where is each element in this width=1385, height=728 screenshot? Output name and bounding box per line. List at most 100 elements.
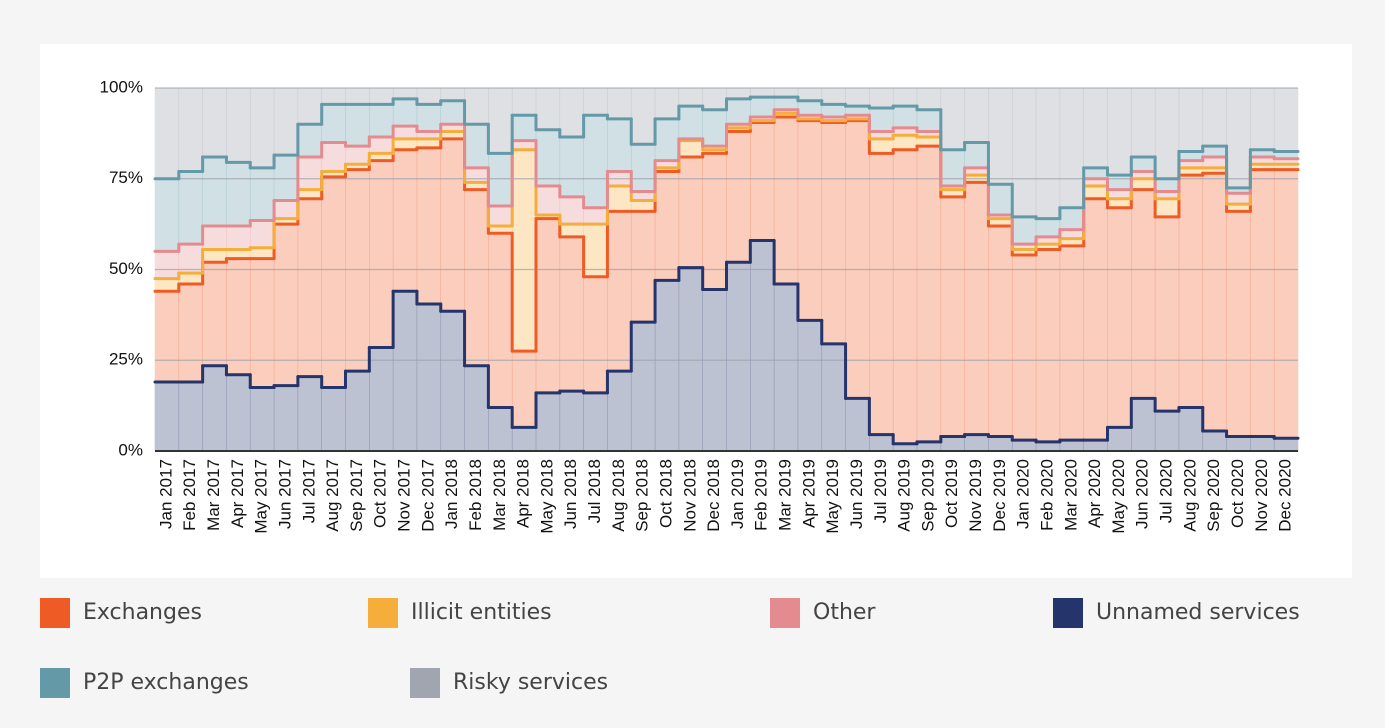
area-step (1178, 407, 1204, 451)
area-step (464, 182, 489, 190)
area-step (1154, 411, 1180, 451)
area-step (345, 164, 370, 170)
area-step (369, 153, 394, 161)
area-step (797, 320, 823, 451)
area-step (702, 146, 727, 150)
area-step (702, 289, 727, 451)
area-step (440, 138, 465, 312)
area-step (488, 88, 513, 154)
x-tick-label: Jul 2017 (299, 459, 318, 523)
area-step (964, 142, 989, 168)
area-step (297, 124, 322, 157)
area-step (702, 153, 727, 290)
x-tick-label: Apr 2019 (799, 459, 818, 528)
x-tick-label: Jan 2018 (442, 459, 461, 529)
area-step (535, 215, 561, 219)
area-step (1083, 186, 1108, 199)
legend-swatch (410, 668, 440, 698)
area-step (202, 225, 227, 250)
area-step (1011, 244, 1037, 250)
area-step (869, 131, 894, 139)
area-step (226, 249, 251, 259)
area-step (1107, 189, 1132, 199)
area-step (392, 149, 418, 292)
area-step (1154, 88, 1180, 179)
area-step (607, 211, 632, 372)
area-step (559, 236, 584, 392)
area-step (416, 88, 442, 105)
area-step (988, 218, 1013, 226)
legend-label: Unnamed services (1096, 600, 1300, 625)
area-step (1059, 245, 1084, 441)
area-step (559, 88, 584, 138)
area-step (750, 88, 775, 98)
area-step (321, 104, 346, 143)
area-step (892, 106, 918, 128)
area-step (154, 178, 180, 252)
y-tick-label: 50% (109, 259, 143, 278)
area-step (797, 100, 823, 116)
legend-label: Exchanges (83, 600, 202, 625)
x-tick-label: Jan 2019 (728, 459, 747, 529)
area-step (1107, 88, 1132, 176)
area-step (273, 88, 299, 156)
x-tick-label: Mar 2018 (490, 459, 509, 531)
area-step (940, 149, 965, 187)
area-step (511, 427, 537, 451)
area-step (916, 131, 942, 138)
area-step (249, 247, 275, 259)
area-step (1250, 88, 1275, 150)
x-tick-label: Oct 2020 (1228, 459, 1247, 528)
area-step (630, 322, 656, 451)
area-step (154, 278, 180, 292)
area-step (1250, 156, 1275, 165)
area-step (1059, 229, 1084, 239)
area-step (178, 284, 203, 383)
area-step (297, 156, 322, 190)
area-step (750, 97, 775, 118)
area-step (892, 149, 918, 444)
area-step (369, 347, 394, 451)
area-step (488, 153, 513, 206)
area-step (988, 436, 1013, 451)
area-step (726, 127, 751, 132)
area-step (154, 251, 180, 279)
area-step (940, 436, 965, 451)
x-tick-label: Mar 2019 (776, 459, 795, 531)
x-tick-label: Dec 2018 (704, 459, 723, 532)
area-step (1131, 178, 1156, 190)
area-step (916, 137, 942, 147)
area-step (392, 138, 418, 150)
area-step (845, 398, 870, 451)
x-tick-label: Nov 2019 (966, 459, 985, 532)
area-step (892, 135, 918, 150)
area-step (1250, 149, 1275, 157)
area-step (1107, 427, 1132, 451)
area-step (464, 88, 489, 125)
area-step (726, 131, 751, 263)
area-step (630, 200, 656, 212)
area-step (1202, 167, 1227, 174)
area-step (1154, 178, 1180, 192)
area-step (1107, 198, 1132, 208)
x-tick-label: Mar 2020 (1061, 459, 1080, 531)
area-step (273, 224, 299, 386)
area-step (511, 351, 537, 428)
area-step (702, 109, 727, 147)
area-step (678, 88, 703, 107)
area-step (1083, 440, 1108, 451)
area-step (964, 167, 989, 176)
legend-swatch (40, 598, 70, 628)
area-step (1154, 198, 1180, 217)
area-step (654, 160, 680, 168)
area-step (297, 198, 322, 377)
area-step (940, 196, 965, 437)
x-tick-label: Nov 2018 (680, 459, 699, 532)
x-tick-label: Dec 2019 (990, 459, 1009, 532)
area-step (583, 207, 608, 225)
x-tick-label: Nov 2017 (395, 459, 414, 532)
area-step (249, 88, 275, 168)
area-step (273, 200, 299, 219)
area-step (607, 186, 632, 212)
area-step (964, 434, 989, 451)
